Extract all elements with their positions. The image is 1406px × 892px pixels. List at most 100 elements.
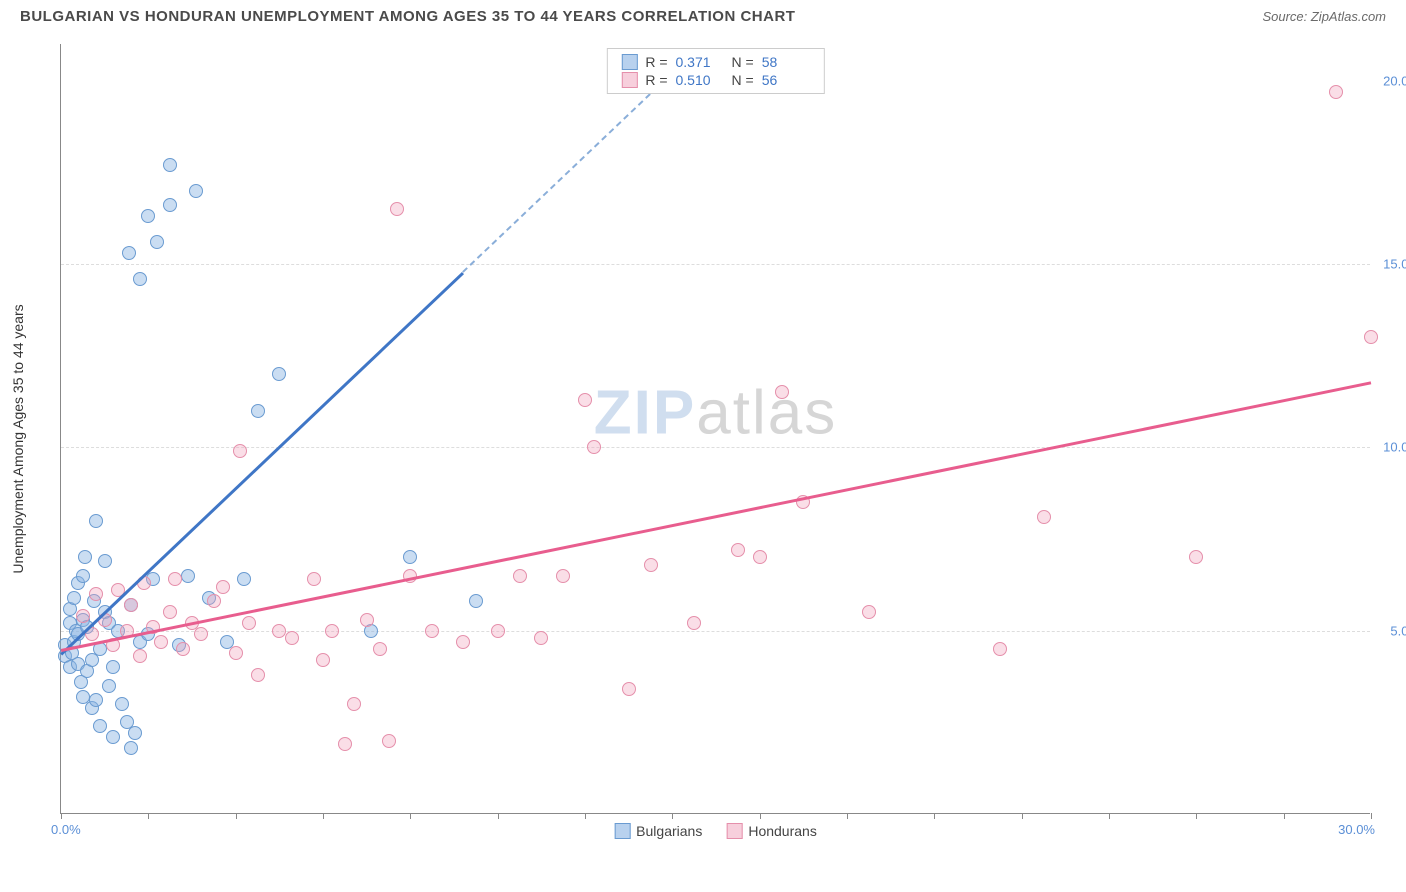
data-point — [229, 646, 243, 660]
swatch-pink-icon — [726, 823, 742, 839]
data-point — [373, 642, 387, 656]
data-point — [89, 587, 103, 601]
gridline — [61, 631, 1370, 632]
x-origin-label: 0.0% — [51, 822, 81, 837]
data-point — [687, 616, 701, 630]
y-tick-label: 10.0% — [1383, 440, 1406, 455]
n-value-bulgarians: 58 — [762, 54, 810, 70]
gridline — [61, 264, 1370, 265]
data-point — [534, 631, 548, 645]
swatch-pink-icon — [621, 72, 637, 88]
x-tick — [672, 813, 673, 819]
data-point — [216, 580, 230, 594]
data-point — [207, 594, 221, 608]
data-point — [1329, 85, 1343, 99]
data-point — [122, 246, 136, 260]
x-tick — [236, 813, 237, 819]
trend-line-bulgarians — [60, 272, 463, 655]
watermark-atlas: atlas — [696, 379, 837, 448]
stats-row-hondurans: R = 0.510 N = 56 — [621, 71, 809, 89]
data-point — [242, 616, 256, 630]
data-point — [1037, 510, 1051, 524]
data-point — [347, 697, 361, 711]
scatter-plot: ZIPatlas R = 0.371 N = 58 R = 0.510 N = … — [60, 44, 1370, 814]
x-tick — [1196, 813, 1197, 819]
data-point — [76, 569, 90, 583]
data-point — [237, 572, 251, 586]
data-point — [124, 598, 138, 612]
swatch-blue-icon — [614, 823, 630, 839]
source-label: Source: ZipAtlas.com — [1262, 9, 1386, 24]
data-point — [251, 404, 265, 418]
data-point — [272, 624, 286, 638]
x-tick — [410, 813, 411, 819]
x-end-label: 30.0% — [1338, 822, 1375, 837]
data-point — [168, 572, 182, 586]
data-point — [115, 697, 129, 711]
data-point — [251, 668, 265, 682]
data-point — [316, 653, 330, 667]
data-point — [862, 605, 876, 619]
data-point — [775, 385, 789, 399]
x-tick — [1022, 813, 1023, 819]
data-point — [338, 737, 352, 751]
data-point — [622, 682, 636, 696]
data-point — [307, 572, 321, 586]
data-point — [89, 514, 103, 528]
data-point — [128, 726, 142, 740]
data-point — [154, 635, 168, 649]
data-point — [233, 444, 247, 458]
data-point — [556, 569, 570, 583]
x-tick — [323, 813, 324, 819]
x-tick — [498, 813, 499, 819]
data-point — [106, 730, 120, 744]
data-point — [98, 554, 112, 568]
data-point — [644, 558, 658, 572]
data-point — [163, 605, 177, 619]
y-tick-label: 20.0% — [1383, 73, 1406, 88]
stats-legend: R = 0.371 N = 58 R = 0.510 N = 56 — [606, 48, 824, 94]
data-point — [163, 158, 177, 172]
trend-line-hondurans — [61, 381, 1371, 651]
data-point — [456, 635, 470, 649]
data-point — [189, 184, 203, 198]
chart-title: BULGARIAN VS HONDURAN UNEMPLOYMENT AMONG… — [20, 8, 795, 25]
legend-label-bulgarians: Bulgarians — [636, 823, 702, 839]
series-legend: Bulgarians Hondurans — [614, 823, 817, 839]
data-point — [587, 440, 601, 454]
y-tick-label: 15.0% — [1383, 257, 1406, 272]
data-point — [106, 660, 120, 674]
data-point — [176, 642, 190, 656]
x-tick — [1371, 813, 1372, 819]
n-label: N = — [732, 54, 754, 70]
n-label: N = — [732, 72, 754, 88]
x-tick — [585, 813, 586, 819]
legend-item-bulgarians: Bulgarians — [614, 823, 702, 839]
data-point — [181, 569, 195, 583]
data-point — [491, 624, 505, 638]
stats-row-bulgarians: R = 0.371 N = 58 — [621, 53, 809, 71]
data-point — [78, 550, 92, 564]
data-point — [753, 550, 767, 564]
r-value-hondurans: 0.510 — [676, 72, 724, 88]
data-point — [124, 741, 138, 755]
data-point — [133, 649, 147, 663]
x-tick — [61, 813, 62, 819]
gridline — [61, 447, 1370, 448]
x-tick — [847, 813, 848, 819]
data-point — [403, 550, 417, 564]
n-value-hondurans: 56 — [762, 72, 810, 88]
data-point — [163, 198, 177, 212]
data-point — [360, 613, 374, 627]
x-tick — [934, 813, 935, 819]
legend-item-hondurans: Hondurans — [726, 823, 817, 839]
data-point — [89, 693, 103, 707]
x-tick — [1109, 813, 1110, 819]
data-point — [578, 393, 592, 407]
x-tick — [760, 813, 761, 819]
y-axis-label: Unemployment Among Ages 35 to 44 years — [10, 304, 26, 573]
data-point — [1364, 330, 1378, 344]
data-point — [272, 367, 286, 381]
data-point — [325, 624, 339, 638]
data-point — [731, 543, 745, 557]
